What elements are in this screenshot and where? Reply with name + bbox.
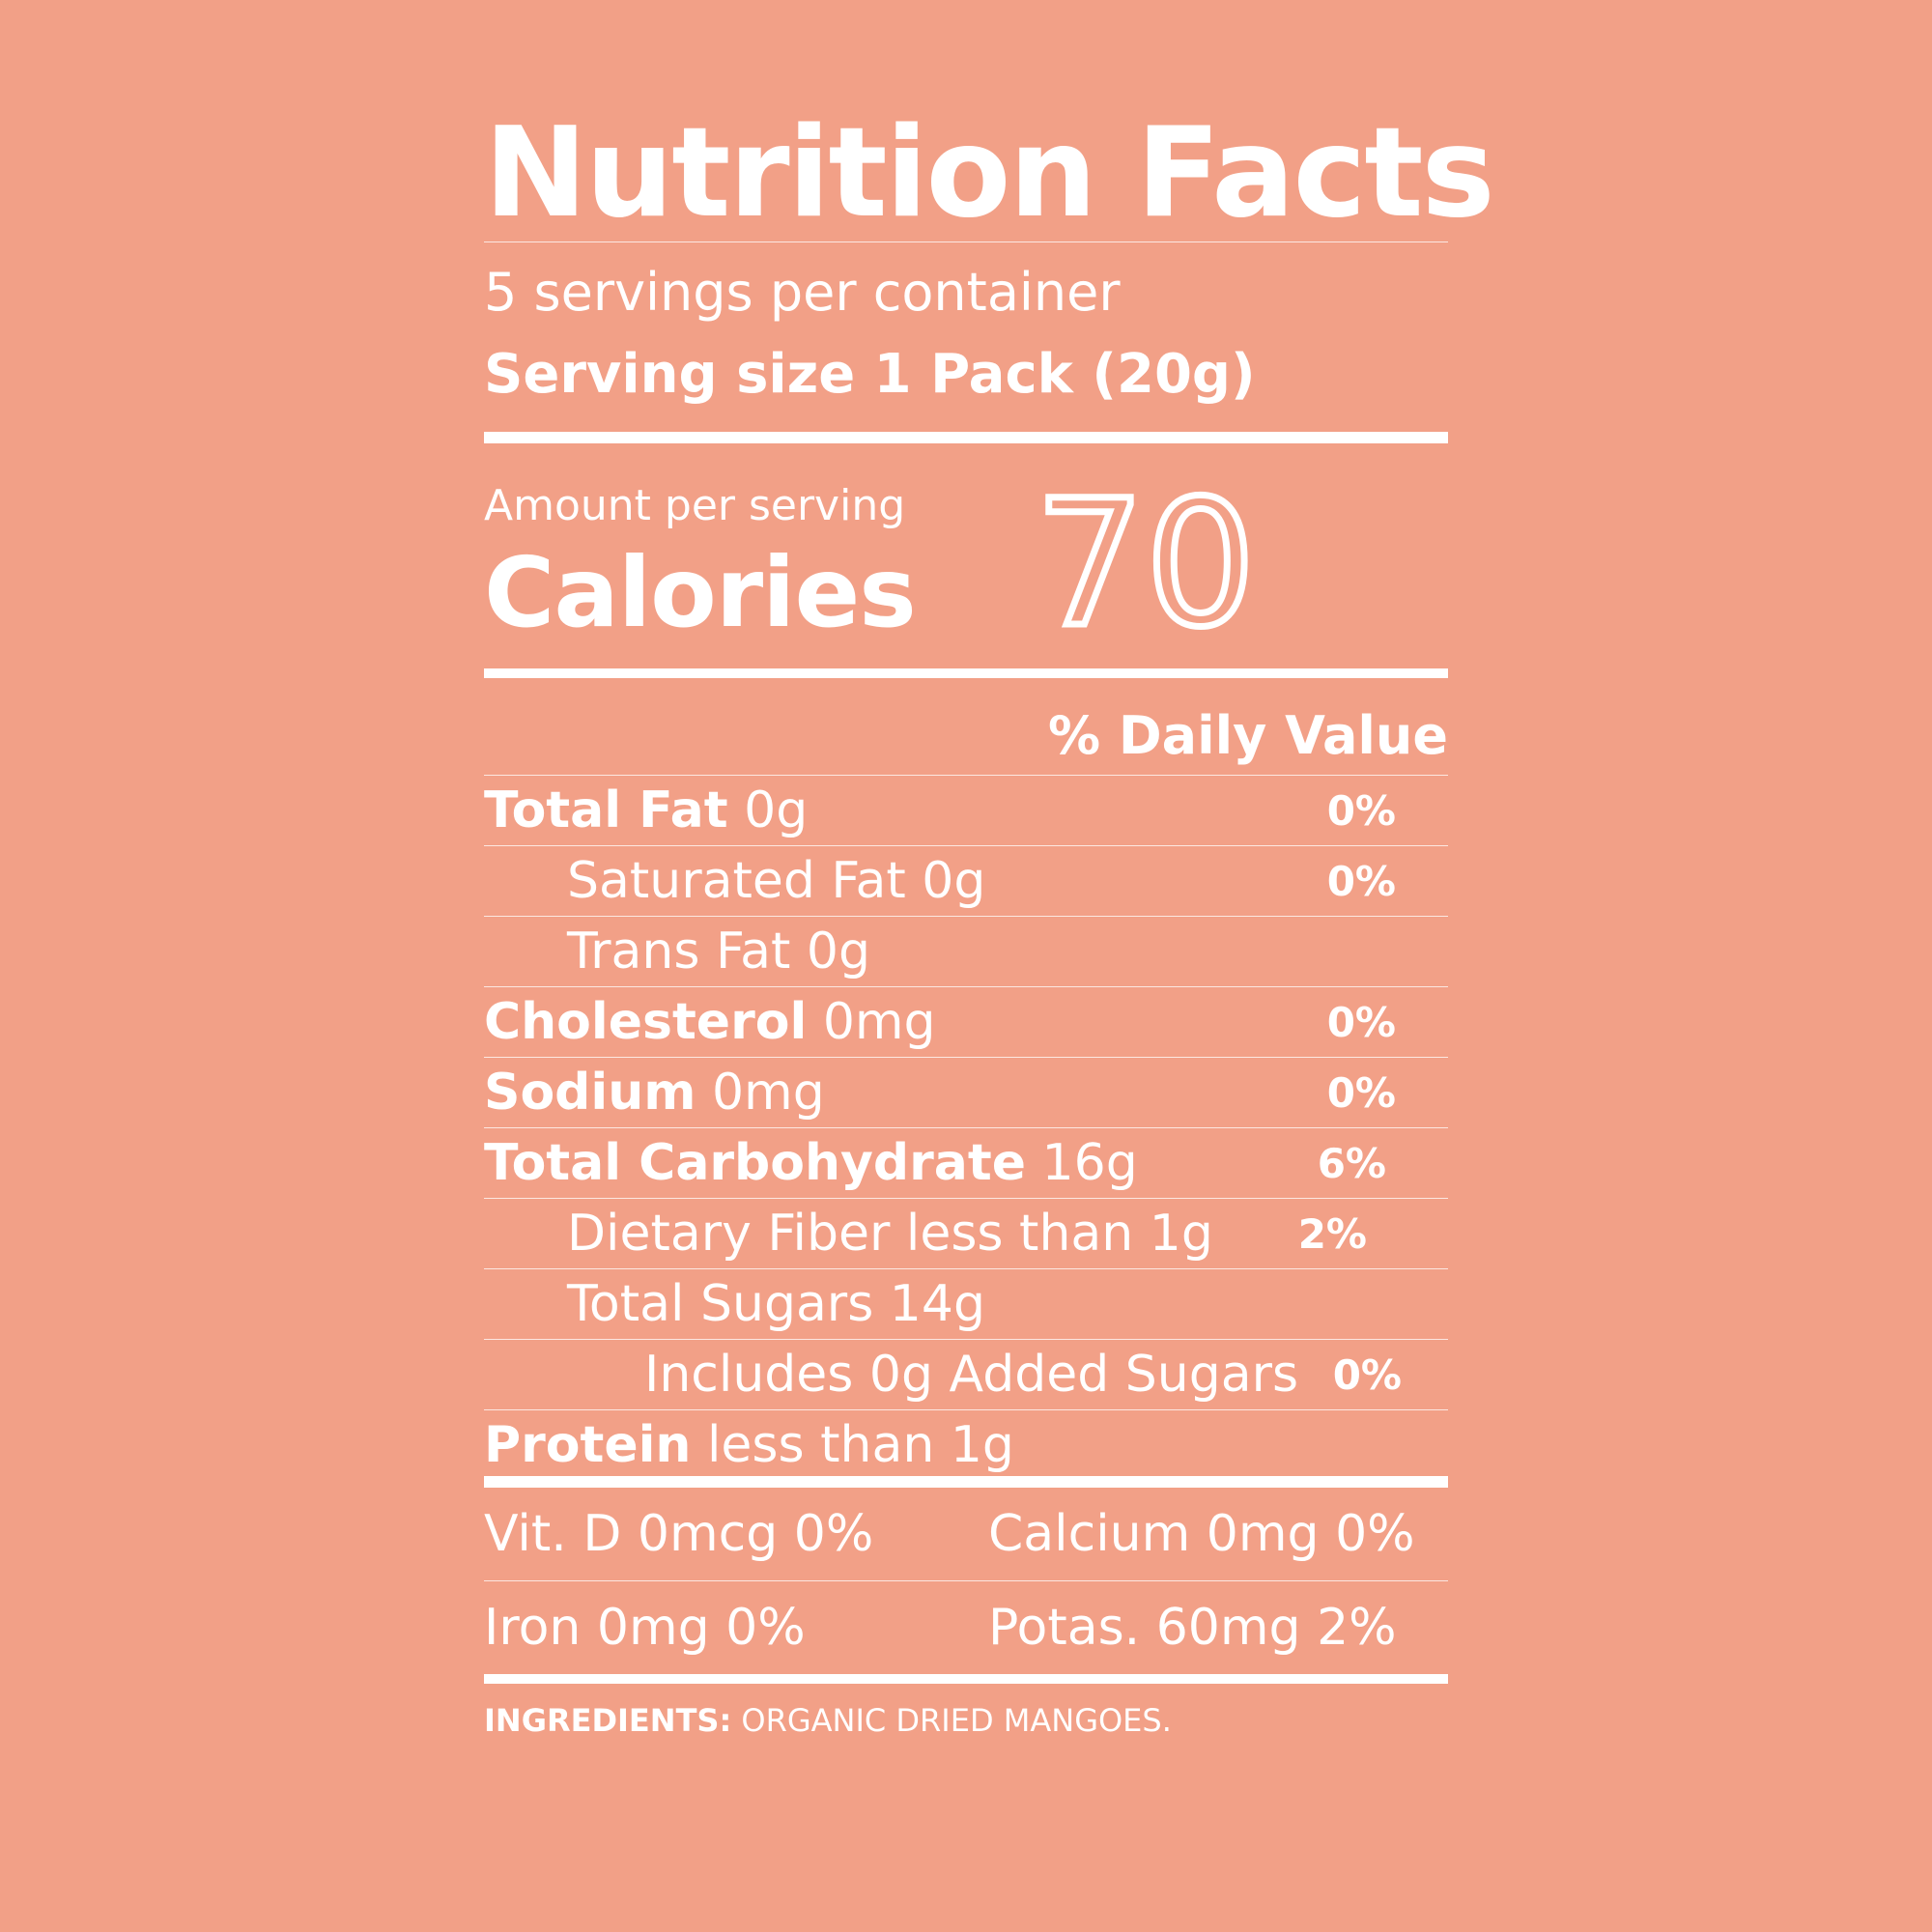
daily-value-header: % Daily Value (1047, 705, 1448, 766)
nutrient-row-cholesterol: Cholesterol 0mg 0% (484, 986, 1448, 1057)
vitamins-row: Vit. D 0mcg 0% Calcium 0mg 0% (484, 1488, 1448, 1581)
iron: Iron 0mg 0% (484, 1599, 806, 1657)
nutrient-row-total-carbohydrate: Total Carbohydrate 16g 6% (484, 1127, 1448, 1198)
nutrient-name: Dietary Fiber less than 1g (567, 1205, 1213, 1263)
nutrient-daily-value: 0% (1326, 999, 1396, 1046)
nutrient-amount: 0mg (822, 993, 936, 1051)
nutrient-row-dietary-fiber: Dietary Fiber less than 1g 2% (484, 1198, 1448, 1268)
serving-size: Serving size 1 Pack (20g) (484, 343, 1256, 406)
nutrient-row-total-fat: Total Fat 0g 0% (484, 775, 1448, 845)
calcium: Calcium 0mg 0% (988, 1505, 1415, 1563)
thick-divider (484, 1674, 1448, 1684)
nutrient-name: Total Sugars 14g (567, 1275, 985, 1333)
nutrient-row-sodium: Sodium 0mg 0% (484, 1057, 1448, 1127)
nutrient-row-protein: Protein less than 1g (484, 1409, 1448, 1476)
nutrient-daily-value: 0% (1326, 787, 1396, 835)
nutrient-amount: 16g (1041, 1134, 1138, 1192)
potassium: Potas. 60mg 2% (988, 1599, 1397, 1657)
thick-divider (484, 432, 1448, 443)
nutrient-name: Total Fat (484, 781, 728, 839)
ingredients-label: INGREDIENTS: (484, 1702, 732, 1739)
nutrient-name: Includes 0g Added Sugars (644, 1346, 1299, 1404)
nutrient-daily-value: 0% (1326, 858, 1396, 905)
thick-divider (484, 668, 1448, 678)
nutrient-amount: 0g (744, 781, 809, 839)
nutrient-daily-value: 6% (1317, 1140, 1386, 1187)
nutrient-row-total-sugars: Total Sugars 14g (484, 1268, 1448, 1339)
vitamin-d: Vit. D 0mcg 0% (484, 1505, 874, 1563)
nutrient-daily-value: 2% (1297, 1210, 1367, 1258)
ingredients-text: ORGANIC DRIED MANGOES. (741, 1702, 1172, 1739)
nutrient-amount: less than 1g (706, 1416, 1014, 1474)
nutrient-name: Protein (484, 1416, 692, 1474)
nutrient-daily-value: 0% (1326, 1069, 1396, 1117)
calories-value: 70 (1031, 464, 1259, 666)
calories-label: Calories (484, 536, 917, 649)
calories-section: Amount per serving Calories 70 (484, 443, 1448, 668)
thick-divider (484, 1476, 1448, 1488)
nutrition-facts-label: Nutrition Facts 5 servings per container… (484, 101, 1495, 1740)
ingredients: INGREDIENTS: ORGANIC DRIED MANGOES. (484, 1701, 1448, 1740)
minerals-row: Iron 0mg 0% Potas. 60mg 2% (484, 1581, 1448, 1674)
nutrient-name: Saturated Fat 0g (567, 852, 986, 910)
nutrient-name: Total Carbohydrate (484, 1134, 1027, 1192)
servings-per-container: 5 servings per container (484, 262, 1121, 323)
nutrient-name: Sodium (484, 1064, 696, 1122)
amount-per-serving: Amount per serving (484, 481, 906, 530)
nutrient-name: Cholesterol (484, 993, 808, 1051)
nutrient-daily-value: 0% (1332, 1351, 1402, 1399)
nutrition-facts-title: Nutrition Facts (484, 101, 1495, 245)
nutrient-row-added-sugars: Includes 0g Added Sugars 0% (484, 1339, 1448, 1409)
nutrient-name: Trans Fat 0g (567, 923, 870, 980)
nutrient-amount: 0mg (711, 1064, 825, 1122)
nutrient-row-saturated-fat: Saturated Fat 0g 0% (484, 845, 1448, 916)
nutrient-row-trans-fat: Trans Fat 0g (484, 916, 1448, 986)
